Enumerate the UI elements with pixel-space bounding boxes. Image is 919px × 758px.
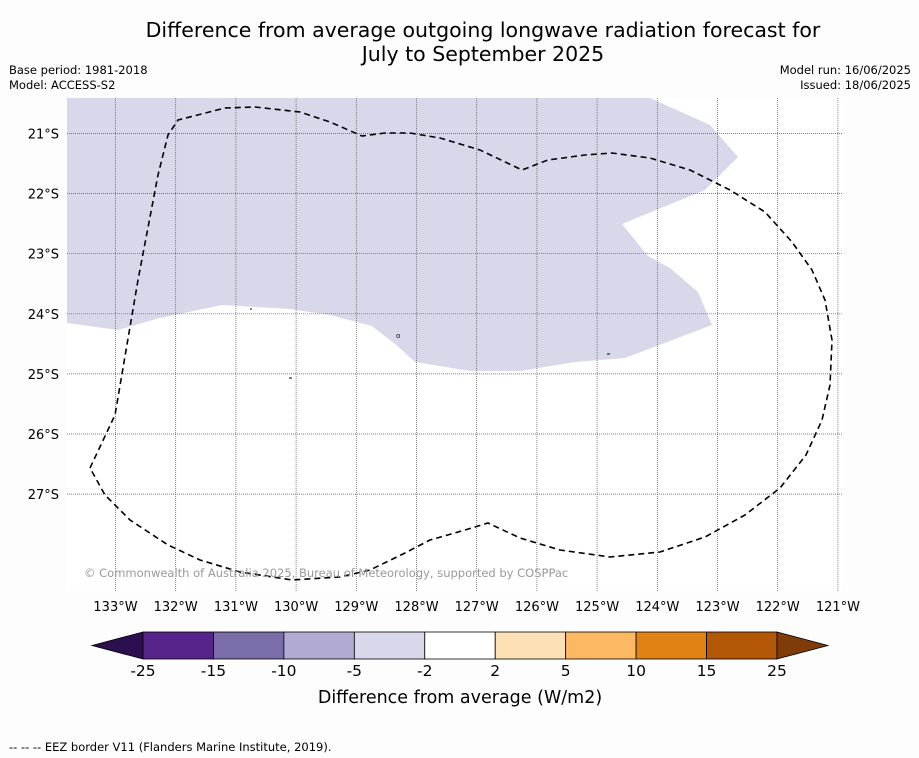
colorbar-label: 10 xyxy=(626,662,646,680)
longitude-labels: 133°W 132°W 131°W 130°W 129°W 128°W 127°W 126°W… xyxy=(93,600,860,615)
meta-left: Base period: 1981-2018 Model: ACCESS-S2 xyxy=(9,63,148,93)
lon-label: 121°W xyxy=(816,600,860,615)
colorbar-label: -15 xyxy=(201,662,226,680)
colorbar-segment xyxy=(565,631,637,660)
lat-label: 22°S xyxy=(28,188,59,203)
colorbar-title: Difference from average (W/m2) xyxy=(318,688,602,708)
map: o © Commonwealth of Australia 2025, Bure… xyxy=(28,98,860,615)
colorbar-label: 5 xyxy=(561,662,571,680)
colorbar-segment xyxy=(213,631,285,660)
colorbar-label: 25 xyxy=(767,662,787,680)
lat-label: 23°S xyxy=(28,248,59,263)
lat-label: 24°S xyxy=(28,308,59,323)
lon-label: 125°W xyxy=(575,600,619,615)
lon-label: 132°W xyxy=(154,600,198,615)
latitude-labels: 21°S 22°S 23°S 24°S 25°S 26°S 27°S xyxy=(28,128,59,504)
colorbar-segment xyxy=(635,631,707,660)
colorbar-label: -2 xyxy=(417,662,432,680)
title-line-1: Difference from average outgoing longwav… xyxy=(145,18,821,42)
model-run: Model run: 16/06/2025 xyxy=(779,63,911,77)
base-period: Base period: 1981-2018 xyxy=(9,63,148,77)
lat-label: 25°S xyxy=(28,368,59,383)
colorbar-label: -25 xyxy=(130,662,155,680)
colorbar-label: 2 xyxy=(490,662,500,680)
longitude-gridlines xyxy=(115,98,839,591)
colorbar-labels: -25 -15 -10 -5 -2 2 5 10 15 25 xyxy=(130,662,787,680)
lon-label: 124°W xyxy=(635,600,679,615)
colorbar-segment xyxy=(283,631,355,660)
colorbar-segment xyxy=(706,631,778,660)
title-line-2: July to September 2025 xyxy=(361,42,605,66)
lat-label: 21°S xyxy=(28,128,59,143)
lon-label: 130°W xyxy=(274,600,318,615)
lon-label: 131°W xyxy=(214,600,258,615)
lon-label: 133°W xyxy=(93,600,137,615)
lat-label: 27°S xyxy=(28,488,59,503)
lon-label: 129°W xyxy=(334,600,378,615)
colorbar-extend-high xyxy=(776,631,830,660)
issued-date: Issued: 18/06/2025 xyxy=(800,78,911,92)
colorbar-segment xyxy=(494,631,567,660)
lon-label: 127°W xyxy=(455,600,499,615)
model-name: Model: ACCESS-S2 xyxy=(9,78,116,92)
colorbar-label: -10 xyxy=(271,662,296,680)
colorbar-segments xyxy=(90,631,830,660)
colorbar-segment xyxy=(353,631,426,660)
page-title: Difference from average outgoing longwav… xyxy=(0,18,919,66)
colorbar-segment xyxy=(424,631,496,660)
footer-eez-note: -- -- -- EEZ border V11 (Flanders Marine… xyxy=(9,740,332,754)
lat-label: 26°S xyxy=(28,428,59,443)
colorbar-label: 15 xyxy=(697,662,717,680)
latitude-gridlines xyxy=(67,133,843,495)
lon-label: 122°W xyxy=(756,600,800,615)
shaded-region xyxy=(67,98,738,371)
colorbar-extend-low xyxy=(90,631,144,660)
lon-label: 126°W xyxy=(515,600,559,615)
colorbar-label: -5 xyxy=(347,662,362,680)
lon-label: 123°W xyxy=(695,600,739,615)
meta-right: Model run: 16/06/2025 Issued: 18/06/2025 xyxy=(780,63,911,93)
eez-border xyxy=(89,106,833,581)
map-credit: © Commonwealth of Australia 2025, Bureau… xyxy=(84,566,568,580)
shade-island-mark: o xyxy=(396,332,400,340)
colorbar-segment xyxy=(142,631,214,660)
lon-label: 128°W xyxy=(394,600,438,615)
